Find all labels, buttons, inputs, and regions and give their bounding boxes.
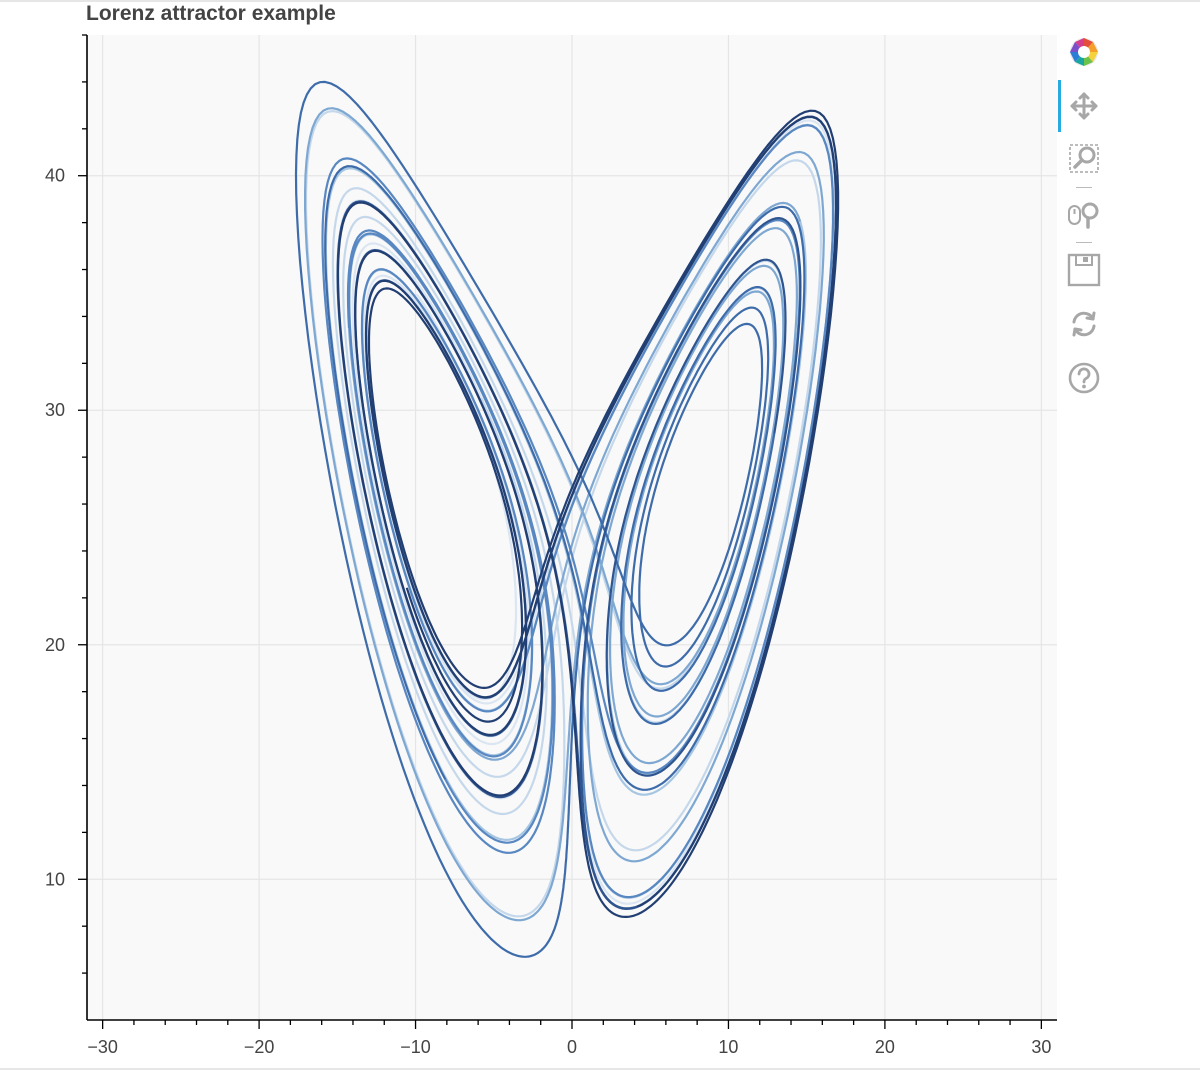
x-tick-label: 0 xyxy=(567,1037,577,1057)
y-tick-label: 10 xyxy=(45,869,65,889)
reset-icon xyxy=(1072,311,1096,337)
reset-tool[interactable] xyxy=(1064,304,1104,344)
chart-title: Lorenz attractor example xyxy=(86,2,336,25)
pan-icon xyxy=(1070,92,1098,120)
x-tick-label: 30 xyxy=(1031,1037,1051,1057)
toolbar xyxy=(1058,30,1104,410)
help-icon xyxy=(1068,362,1100,394)
wheel-zoom-icon xyxy=(1068,202,1099,229)
lorenz-series-4 xyxy=(304,107,825,922)
x-tick-label: 20 xyxy=(875,1037,895,1057)
x-tick-label: −10 xyxy=(400,1037,431,1057)
toolbar-divider xyxy=(1076,187,1092,188)
active-tool-indicator xyxy=(1058,80,1061,132)
wheel-zoom-tool[interactable] xyxy=(1064,194,1104,234)
lorenz-traces xyxy=(294,80,840,958)
bottom-border xyxy=(0,1068,1200,1070)
top-border xyxy=(0,0,1200,2)
y-tick-label: 20 xyxy=(45,635,65,655)
lorenz-series-8 xyxy=(336,109,840,918)
lorenz-series-5 xyxy=(321,124,835,899)
toolbar-divider xyxy=(1076,242,1092,243)
grid-lines xyxy=(87,35,1057,1020)
axes: −30 −20 −10 0 10 20 30 10 20 30 40 xyxy=(45,34,1057,1057)
box-zoom-icon xyxy=(1069,144,1099,173)
lorenz-series-6 xyxy=(294,80,806,958)
x-tick-label: 10 xyxy=(718,1037,738,1057)
x-tick-label: −20 xyxy=(244,1037,275,1057)
help-tool[interactable] xyxy=(1064,358,1104,398)
bokeh-logo[interactable] xyxy=(1064,32,1104,72)
pan-tool[interactable] xyxy=(1064,86,1104,126)
x-tick-label: −30 xyxy=(87,1037,118,1057)
y-tick-label: 30 xyxy=(45,400,65,420)
save-icon xyxy=(1067,253,1101,287)
y-tick-label: 40 xyxy=(45,166,65,186)
save-tool[interactable] xyxy=(1064,250,1104,290)
box-zoom-tool[interactable] xyxy=(1064,138,1104,178)
bokeh-logo-icon xyxy=(1070,38,1098,66)
